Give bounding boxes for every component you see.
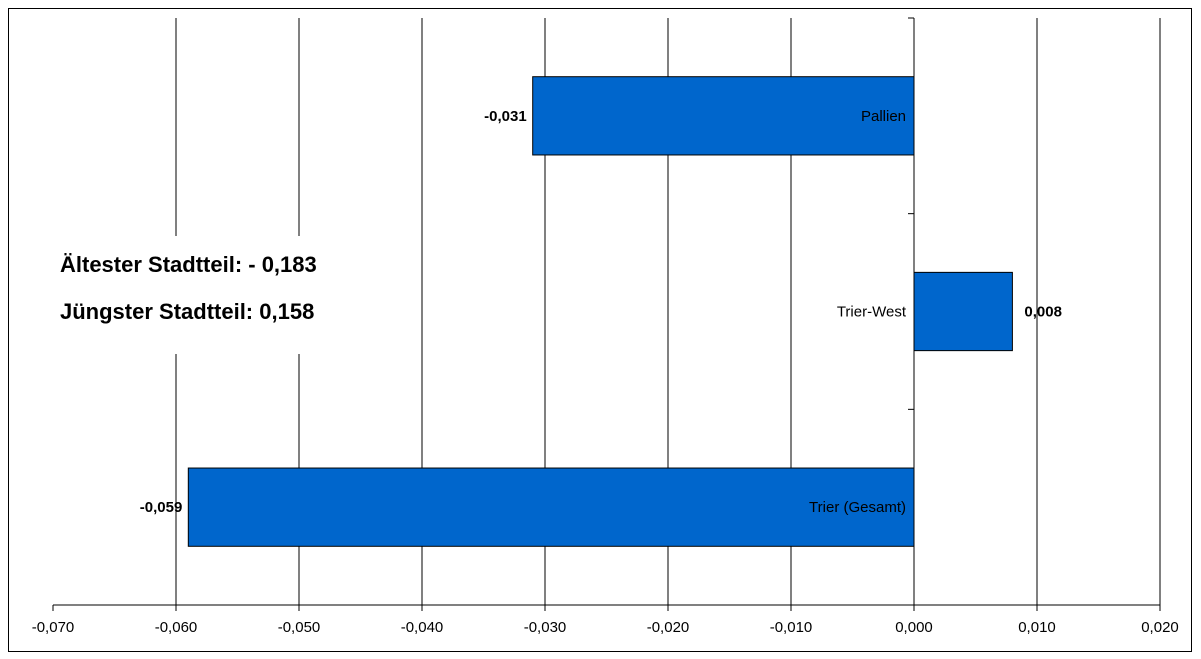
x-tick-label: 0,020 — [1141, 619, 1179, 636]
category-label: Trier-West — [837, 304, 907, 321]
bar — [532, 76, 915, 156]
x-tick-label: 0,000 — [895, 619, 933, 636]
annotation-oldest: Ältester Stadtteil: - 0,183 — [60, 252, 317, 277]
annotation-box: Ältester Stadtteil: - 0,183 Jüngster Sta… — [50, 236, 380, 354]
axes — [52, 17, 1161, 611]
x-tick-label: -0,040 — [401, 619, 444, 636]
data-label: -0,031 — [484, 108, 527, 125]
bar — [187, 467, 915, 547]
category-label: Pallien — [861, 108, 906, 125]
annotation-youngest: Jüngster Stadtteil: 0,158 — [60, 299, 315, 324]
x-tick-label: -0,070 — [32, 619, 75, 636]
category-label: Trier (Gesamt) — [809, 499, 906, 516]
x-tick-label: -0,060 — [155, 619, 198, 636]
bars — [187, 76, 1013, 547]
bar — [913, 271, 1013, 352]
x-tick-label: -0,050 — [278, 619, 321, 636]
x-tick-label: -0,030 — [524, 619, 567, 636]
x-tick-label: 0,010 — [1018, 619, 1056, 636]
x-tick-label: -0,010 — [770, 619, 813, 636]
data-label: -0,059 — [140, 499, 183, 516]
x-tick-label: -0,020 — [647, 619, 690, 636]
labels: -0,070 -0,060 -0,050 -0,040 -0,030 -0,020 -0,0… — [32, 108, 1179, 636]
data-label: 0,008 — [1024, 304, 1062, 321]
